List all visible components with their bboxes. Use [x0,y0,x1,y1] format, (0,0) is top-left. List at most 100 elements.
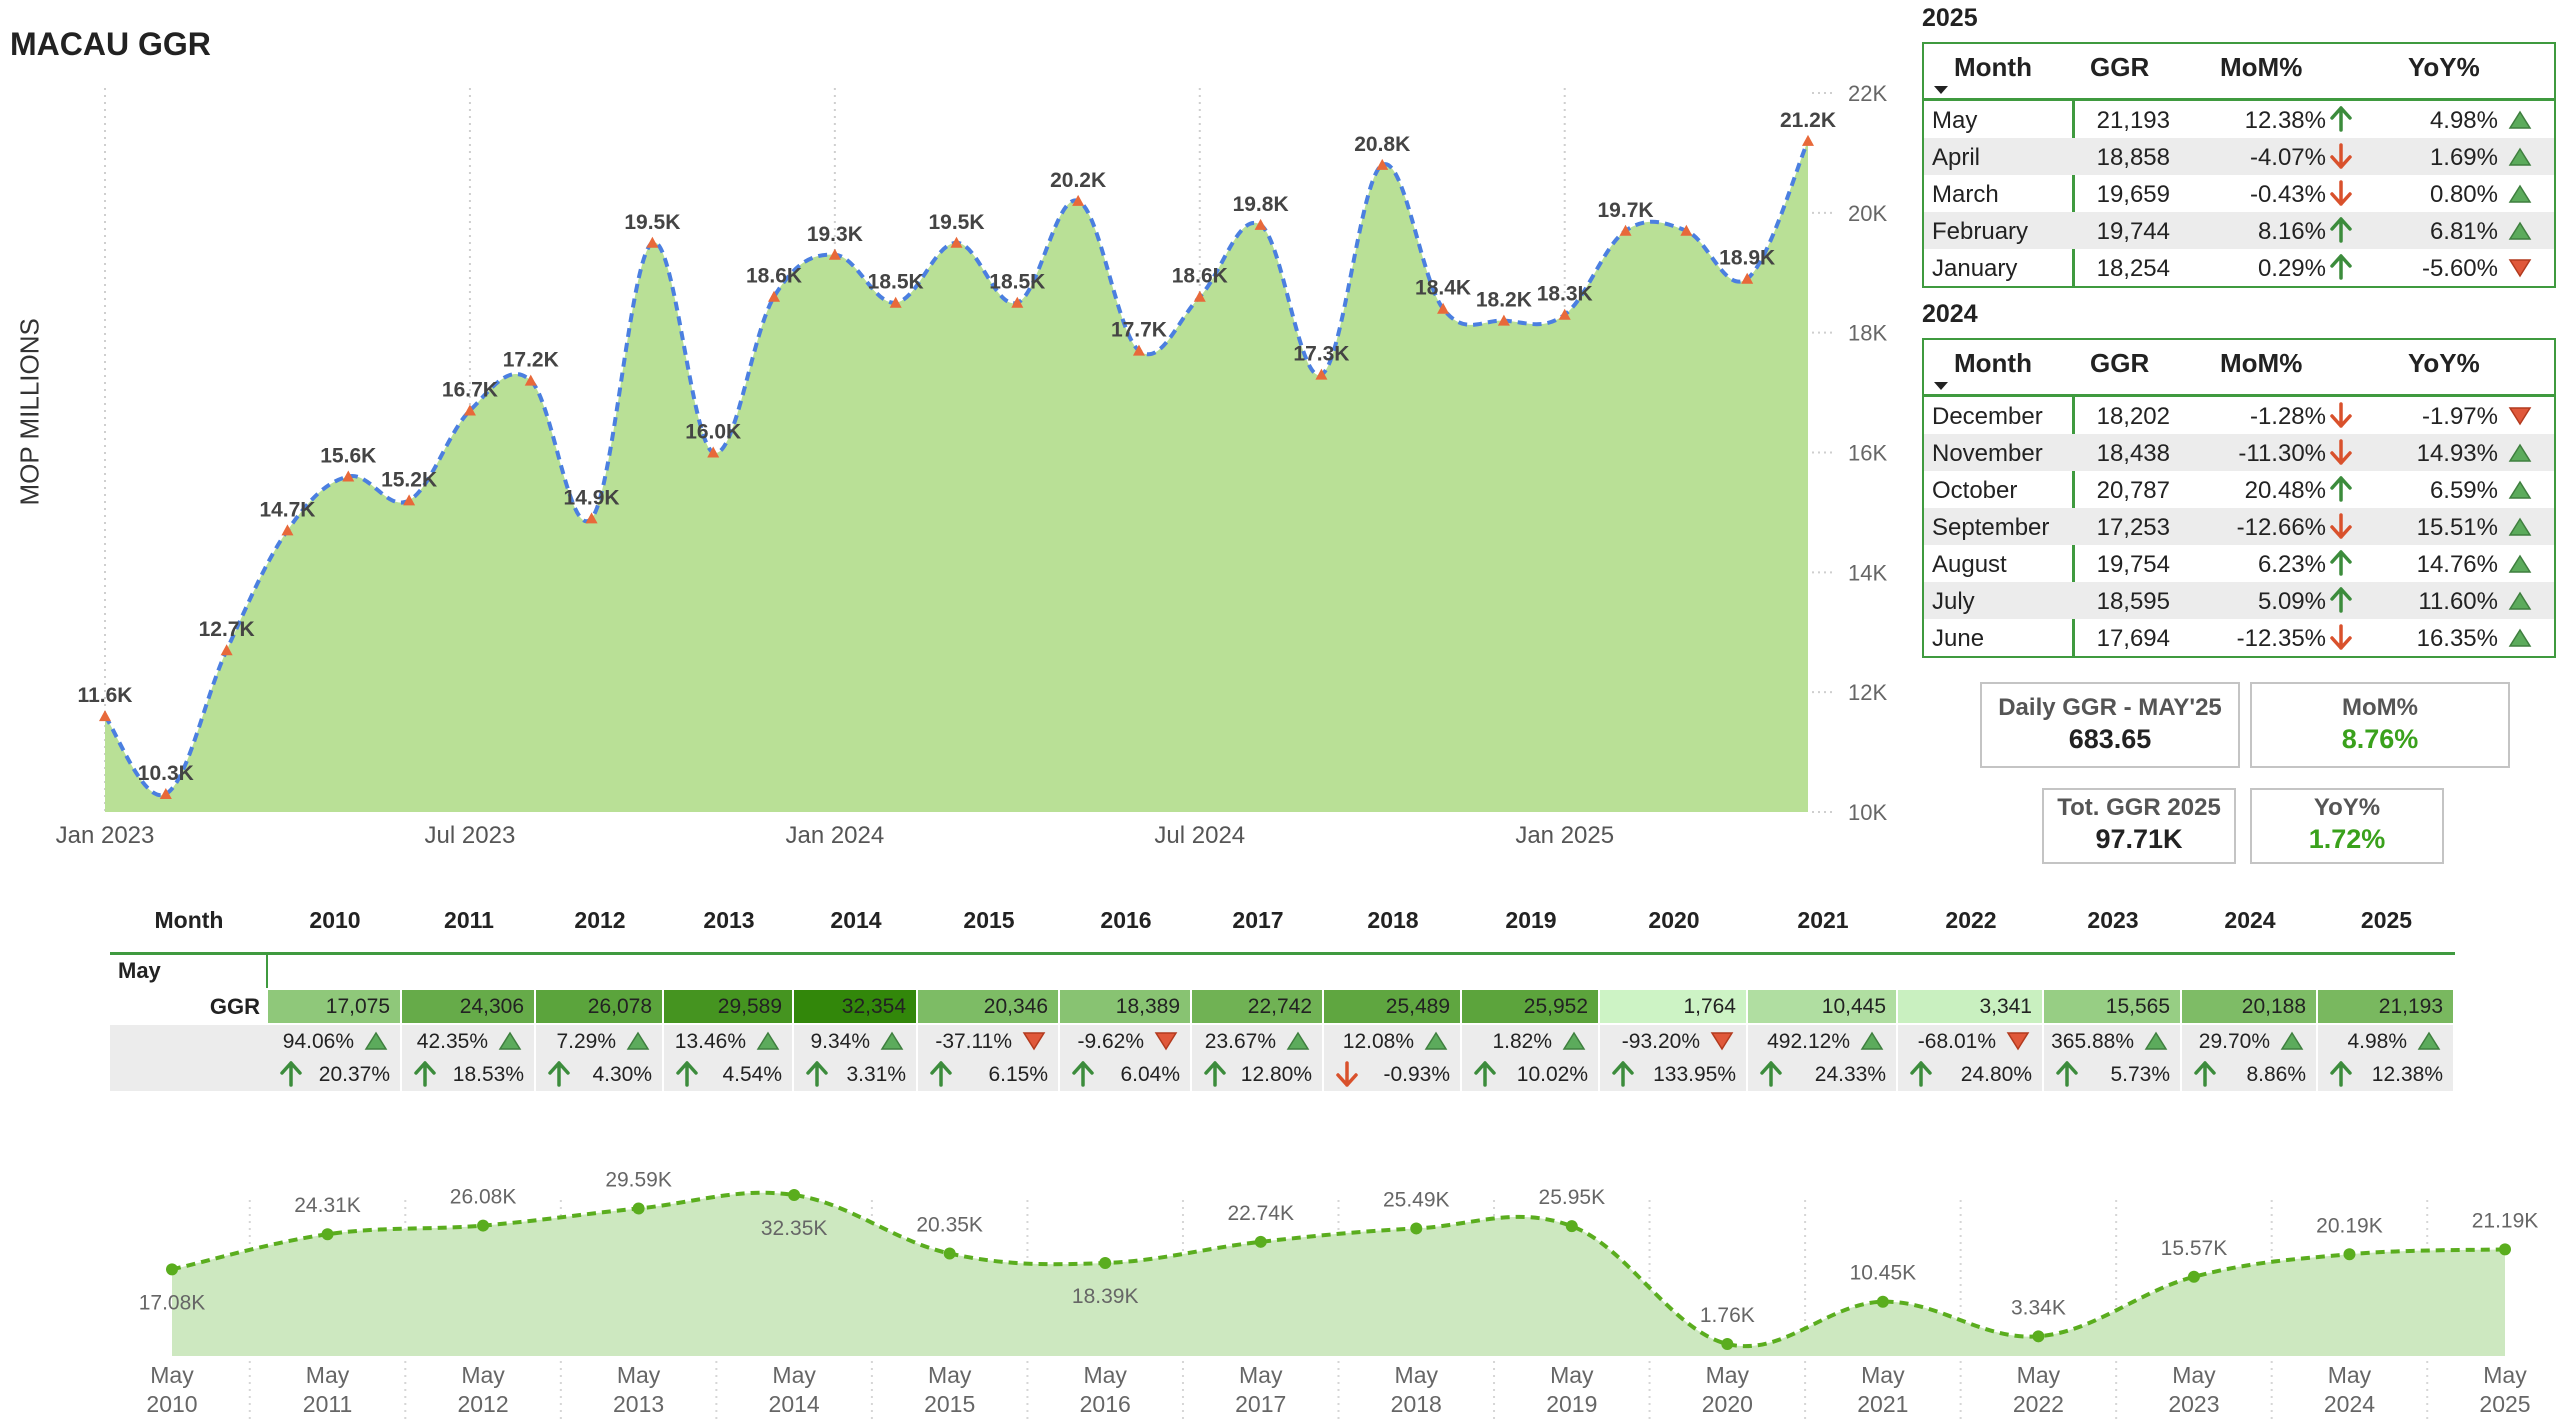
data-label: 12.7K [199,618,255,641]
cell-yoy: 1.69% [2429,144,2498,171]
cell-mom: -11.30% [2238,440,2326,467]
cell-month: July [1932,588,1975,615]
cell-mom: 5.09% [2257,588,2326,615]
data-label: 22.74K [1227,1202,1294,1225]
matrix-year-header: 2017 [1232,907,1284,933]
y-tick-label: 20K [1848,201,1887,226]
cell-mom: 20.48% [2244,477,2326,504]
data-label: 15.2K [381,468,437,491]
x-tick-month: May [2172,1362,2216,1388]
triangle-up-icon [1562,1031,1586,1050]
matrix-cell: 8.86% [2182,1058,2318,1091]
kpi-yoy-value: 1.72% [2308,824,2386,854]
data-label: 20.35K [916,1213,983,1236]
matrix-cell-value: 492.12% [1767,1030,1850,1053]
triangle-up-icon [2508,110,2532,129]
arrow-up-icon [930,1061,952,1087]
matrix-cell-value: 365.88% [2051,1030,2134,1053]
data-label: 20.19K [2316,1214,2383,1237]
data-point-marker [1565,1220,1578,1233]
matrix-cell-value: 20,188 [2241,995,2306,1018]
data-label: 21.2K [1780,109,1836,132]
matrix-cell-value: 26,078 [587,995,652,1018]
cell-month: September [1932,514,2050,541]
column-header-mom-pct: MoM% [2220,348,2303,378]
matrix-cell-value: 24.33% [1814,1063,1886,1086]
table-row: March 19,659 -0.43% 0.80% [1924,175,2554,212]
cell-yoy: -5.60% [2421,255,2498,282]
triangle-up-icon [2508,554,2532,573]
y-tick-label: 16K [1848,441,1887,466]
table-2025-year-label: 2025 [1922,4,1978,32]
cell-month: November [1932,440,2043,467]
data-point-marker [166,1263,178,1276]
data-label: 20.8K [1354,133,1410,156]
cell-ggr: 19,754 [2096,551,2170,578]
x-tick-month: May [1239,1362,1283,1388]
arrow-down-icon [2330,624,2352,650]
y-tick-label: 18K [1848,321,1887,346]
yearly-line [171,1190,2506,1349]
matrix-cell-value: -0.93% [1383,1063,1450,1086]
x-tick-month: May [306,1362,350,1388]
matrix-cell-value: 42.35% [416,1030,488,1053]
arrow-up-icon [2330,106,2352,132]
matrix-cell: 25,489 [1324,990,1462,1023]
data-point-marker [1254,1235,1267,1248]
sort-caret-icon [1934,382,1948,390]
yearly-may-ggr-chart: 17.08K May 2010 24.31K May 2011 26.08K May 2012 2… [139,1168,2538,1420]
data-point-marker [1680,224,1693,236]
x-tick-year: 2025 [2479,1391,2530,1417]
arrow-up-icon [548,1061,570,1087]
data-point-marker [281,524,294,536]
matrix-cell-value: 7.29% [556,1030,616,1053]
data-label: 18.4K [1415,277,1471,300]
data-point-marker [828,248,841,260]
x-tick-year: 2015 [924,1391,975,1417]
data-label: 18.5K [989,271,1045,294]
matrix-cell-value: -37.11% [935,1030,1012,1053]
cell-month: August [1932,551,2007,578]
matrix-cell: 4.30% [536,1058,664,1091]
cell-month: June [1932,625,1985,652]
matrix-cell-value: 3,341 [1979,995,2032,1018]
data-point-marker [788,1189,801,1201]
data-point-marker [943,1247,956,1260]
cell-yoy: 14.76% [2416,551,2498,578]
x-tick-month: May [1706,1362,1750,1388]
triangle-up-icon [2417,1031,2441,1050]
matrix-cell: 1.82% [1462,1025,1600,1058]
x-tick-year: 2013 [613,1391,664,1417]
triangle-up-icon [498,1031,522,1050]
data-label: 19.7K [1598,199,1654,222]
table-2024-year-label: 2024 [1922,300,1978,328]
cell-yoy: 0.80% [2429,181,2498,208]
cell-yoy: 6.81% [2429,218,2498,245]
data-point-marker [1254,218,1267,230]
data-point-marker [321,1228,334,1241]
data-label: 16.0K [685,421,741,444]
data-point-marker [1802,134,1814,146]
triangle-up-icon [880,1031,904,1050]
matrix-cell: 4.54% [664,1058,794,1091]
cell-mom: -4.07% [2249,144,2326,171]
x-tick-year: 2018 [1391,1391,1442,1417]
cell-ggr: 18,438 [2096,440,2170,467]
kpi-yoy: YoY% 1.72% [2250,788,2444,864]
data-label: 18.39K [1072,1285,1139,1308]
table-row: July 18,595 5.09% 11.60% [1924,582,2554,619]
triangle-up-icon [2508,443,2532,462]
column-header-yoy-pct: YoY% [2408,348,2480,378]
data-point-marker [159,788,172,800]
data-label: 10.45K [1850,1262,1917,1285]
table-row: June 17,694 -12.35% 16.35% [1924,619,2554,656]
data-point-marker [950,236,963,248]
data-label: 11.6K [78,684,133,707]
matrix-cell: 3,341 [1898,990,2044,1023]
arrow-down-icon [2330,143,2352,169]
data-point-marker [1011,296,1024,308]
triangle-up-icon [364,1031,388,1050]
matrix-header: Month 2010 2011 2012 2013 2014 2015 2016 2017 201… [110,895,2455,950]
column-header-yoy-pct: YoY% [2408,52,2480,82]
matrix-cell-value: 10.02% [1516,1063,1588,1086]
